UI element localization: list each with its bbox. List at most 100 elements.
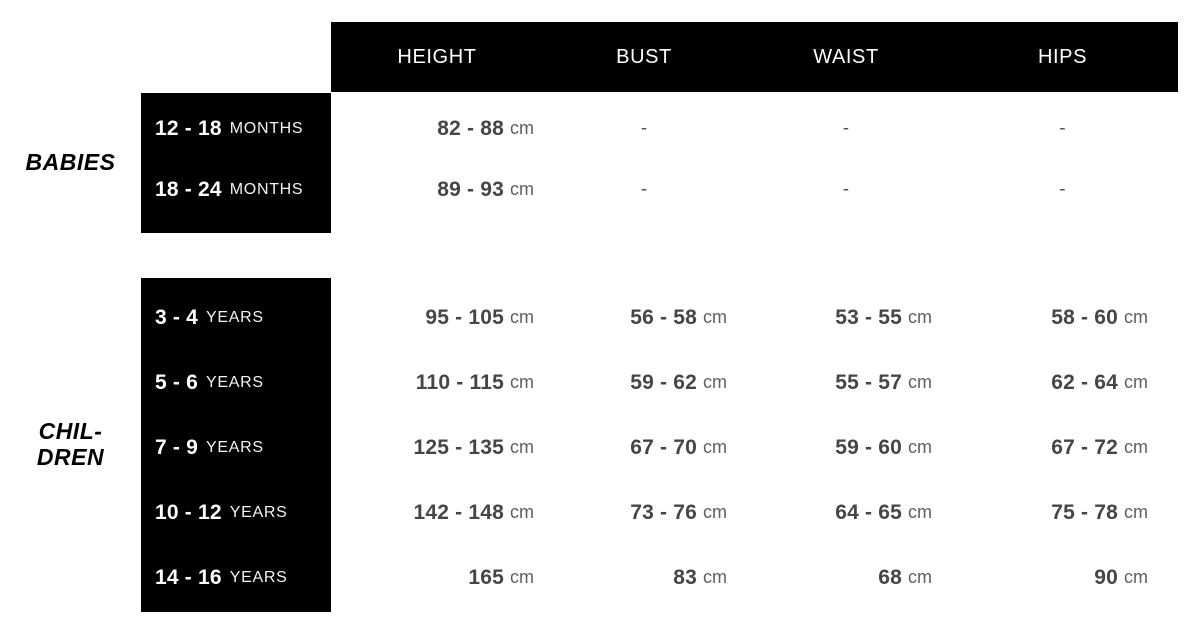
- cell-unit: cm: [510, 179, 534, 199]
- cell-value: 89 - 93: [437, 177, 504, 201]
- row-age-unit: YEARS: [229, 568, 288, 586]
- cell-unit: cm: [908, 307, 932, 327]
- cell-value: 59 - 60: [835, 435, 902, 459]
- column-header-hips: HIPS: [1037, 45, 1088, 68]
- cell-hips: 90 cm: [947, 545, 1148, 610]
- cell-value: 90: [1094, 565, 1118, 589]
- cell-height: 125 - 135 cm: [331, 415, 534, 480]
- cell-value: 142 - 148: [413, 500, 504, 524]
- cell-waist: 68 cm: [745, 545, 932, 610]
- row-age-unit: MONTHS: [229, 119, 304, 137]
- cell-unit: cm: [1124, 502, 1148, 522]
- cell-hips: 62 - 64 cm: [947, 350, 1148, 415]
- row-age-unit: YEARS: [206, 373, 264, 391]
- section-title-line: CHIL-: [38, 418, 103, 444]
- row-label: 7 - 9 YEARS: [141, 415, 331, 480]
- cell-value: 110 - 115: [415, 370, 504, 394]
- cell-unit: cm: [703, 307, 727, 327]
- row-age-unit: YEARS: [206, 308, 264, 326]
- cell-waist: -: [745, 159, 947, 220]
- cell-unit: cm: [510, 437, 534, 457]
- cell-value: 83: [673, 565, 697, 589]
- cell-value: 53 - 55: [835, 305, 902, 329]
- cell-value: 67 - 72: [1051, 435, 1118, 459]
- section-title-line: DREN: [36, 443, 105, 470]
- cell-unit: cm: [510, 567, 534, 587]
- cell-bust: 83 cm: [543, 545, 727, 610]
- cell-hips: 58 - 60 cm: [947, 285, 1148, 350]
- cell-unit: cm: [703, 372, 727, 392]
- cell-value: -: [842, 117, 850, 139]
- cell-value: 64 - 65: [835, 500, 902, 524]
- cell-unit: cm: [908, 372, 932, 392]
- cell-height: 95 - 105 cm: [331, 285, 534, 350]
- cell-bust: 73 - 76 cm: [543, 480, 727, 545]
- row-label: 14 - 16 YEARS: [141, 545, 331, 610]
- cell-value: 59 - 62: [630, 370, 697, 394]
- cell-height: 89 - 93 cm: [331, 159, 534, 220]
- cell-unit: cm: [908, 502, 932, 522]
- cell-height: 82 - 88 cm: [331, 98, 534, 159]
- cell-value: -: [640, 178, 648, 200]
- cell-unit: cm: [703, 567, 727, 587]
- cell-hips: -: [947, 98, 1178, 159]
- cell-unit: cm: [510, 307, 534, 327]
- cell-unit: cm: [1124, 307, 1148, 327]
- cell-value: -: [1059, 178, 1066, 200]
- section-block-children: [141, 278, 331, 612]
- cell-hips: 67 - 72 cm: [947, 415, 1148, 480]
- cell-bust: 56 - 58 cm: [543, 285, 727, 350]
- cell-unit: cm: [510, 502, 534, 522]
- cell-waist: 59 - 60 cm: [745, 415, 932, 480]
- column-header-height: HEIGHT: [397, 45, 477, 68]
- row-label: 10 - 12 YEARS: [141, 480, 331, 545]
- cell-value: 95 - 105: [425, 305, 504, 329]
- section-title-children: CHIL- DREN: [0, 418, 141, 471]
- cell-value: 58 - 60: [1051, 305, 1118, 329]
- cell-height: 142 - 148 cm: [331, 480, 534, 545]
- cell-unit: cm: [908, 437, 932, 457]
- row-age-range: 10 - 12: [155, 500, 222, 524]
- cell-bust: -: [543, 159, 745, 220]
- cell-value: 67 - 70: [630, 435, 697, 459]
- cell-value: 125 - 135: [413, 435, 504, 459]
- row-label: 12 - 18 MONTHS: [141, 98, 331, 159]
- cell-value: 82 - 88: [437, 116, 504, 140]
- cell-waist: 53 - 55 cm: [745, 285, 932, 350]
- cell-height: 165 cm: [331, 545, 534, 610]
- cell-value: 68: [878, 565, 902, 589]
- row-label: 3 - 4 YEARS: [141, 285, 331, 350]
- cell-value: 62 - 64: [1051, 370, 1118, 394]
- row-age-unit: YEARS: [206, 438, 264, 456]
- cell-value: 55 - 57: [835, 370, 902, 394]
- row-age-unit: YEARS: [229, 503, 288, 521]
- cell-value: -: [640, 117, 648, 139]
- cell-value: 165: [468, 565, 504, 589]
- table-header-bar: HEIGHT BUST WAIST HIPS: [331, 22, 1178, 92]
- cell-value: -: [842, 178, 850, 200]
- row-age-range: 14 - 16: [155, 565, 222, 589]
- cell-height: 110 - 115 cm: [331, 350, 534, 415]
- cell-unit: cm: [1124, 567, 1148, 587]
- cell-unit: cm: [703, 437, 727, 457]
- cell-bust: 59 - 62 cm: [543, 350, 727, 415]
- cell-unit: cm: [510, 372, 534, 392]
- column-header-bust: BUST: [616, 45, 672, 68]
- cell-bust: 67 - 70 cm: [543, 415, 727, 480]
- cell-waist: 55 - 57 cm: [745, 350, 932, 415]
- row-age-range: 5 - 6: [155, 370, 199, 394]
- cell-hips: 75 - 78 cm: [947, 480, 1148, 545]
- cell-value: 75 - 78: [1051, 500, 1118, 524]
- section-title-babies: BABIES: [0, 149, 141, 176]
- row-age-range: 7 - 9: [155, 435, 199, 459]
- cell-unit: cm: [908, 567, 932, 587]
- cell-value: 56 - 58: [630, 305, 697, 329]
- column-header-waist: WAIST: [813, 45, 879, 68]
- cell-unit: cm: [510, 118, 534, 138]
- cell-bust: -: [543, 98, 745, 159]
- row-age-range: 18 - 24: [155, 177, 222, 201]
- cell-waist: 64 - 65 cm: [745, 480, 932, 545]
- cell-unit: cm: [703, 502, 727, 522]
- row-age-range: 12 - 18: [155, 116, 222, 140]
